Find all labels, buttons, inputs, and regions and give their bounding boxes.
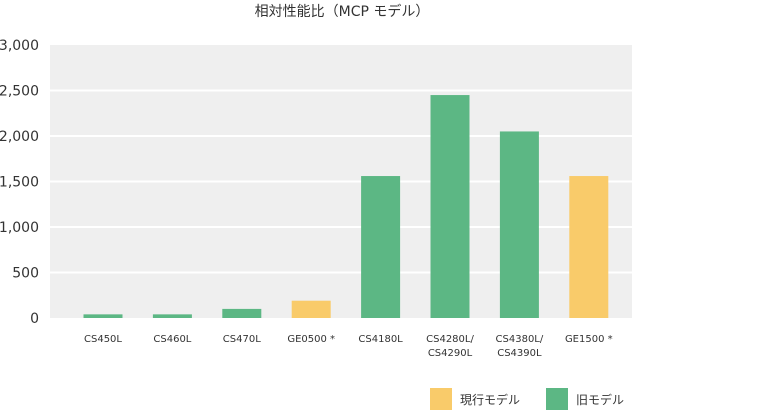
x-tick-label: CS4380L/CS4390L xyxy=(496,334,544,359)
x-tick-label: GE0500 * xyxy=(287,334,335,345)
bar-cs4380l-cs4390l xyxy=(499,131,539,318)
y-tick-label: 2,500 xyxy=(0,84,39,100)
legend: 現行モデル 旧モデル xyxy=(430,388,624,410)
x-tick-label: CS4280L/CS4290L xyxy=(426,334,474,359)
bar-cs470l xyxy=(222,308,262,318)
legend-label-old: 旧モデル xyxy=(576,392,624,407)
x-tick-label: CS4180L xyxy=(358,334,403,345)
y-tick-label: 0 xyxy=(30,311,39,327)
legend-label-current: 現行モデル xyxy=(460,392,520,407)
bar-cs460l xyxy=(152,314,192,318)
y-tick-label: 1,500 xyxy=(0,175,39,191)
legend-swatch-old xyxy=(546,388,568,410)
chart-title: 相対性能比（MCP モデル） xyxy=(255,3,430,20)
y-tick-label: 500 xyxy=(12,266,39,282)
bars xyxy=(83,95,609,318)
bar-cs4280l-cs4290l xyxy=(430,95,470,318)
bar-ge1500 xyxy=(569,176,609,318)
y-tick-label: 1,000 xyxy=(0,220,39,236)
x-tick-label: CS470L xyxy=(223,334,261,345)
y-tick-label: 2,000 xyxy=(0,129,39,145)
bar-cs450l xyxy=(83,314,123,318)
x-tick-label: CS460L xyxy=(153,334,191,345)
y-axis-ticks: 0 500 1,000 1,500 2,000 2,500 3,000 xyxy=(0,38,39,327)
x-axis-ticks: CS450L CS460L CS470L GE0500 * CS4180L CS4280L… xyxy=(84,334,613,359)
legend-swatch-current xyxy=(430,388,452,410)
x-tick-label: GE1500 * xyxy=(565,334,613,345)
x-tick-label: CS450L xyxy=(84,334,122,345)
bar-cs4180l xyxy=(361,176,401,318)
bar-ge0500 xyxy=(291,300,331,318)
y-tick-label: 3,000 xyxy=(0,38,39,54)
